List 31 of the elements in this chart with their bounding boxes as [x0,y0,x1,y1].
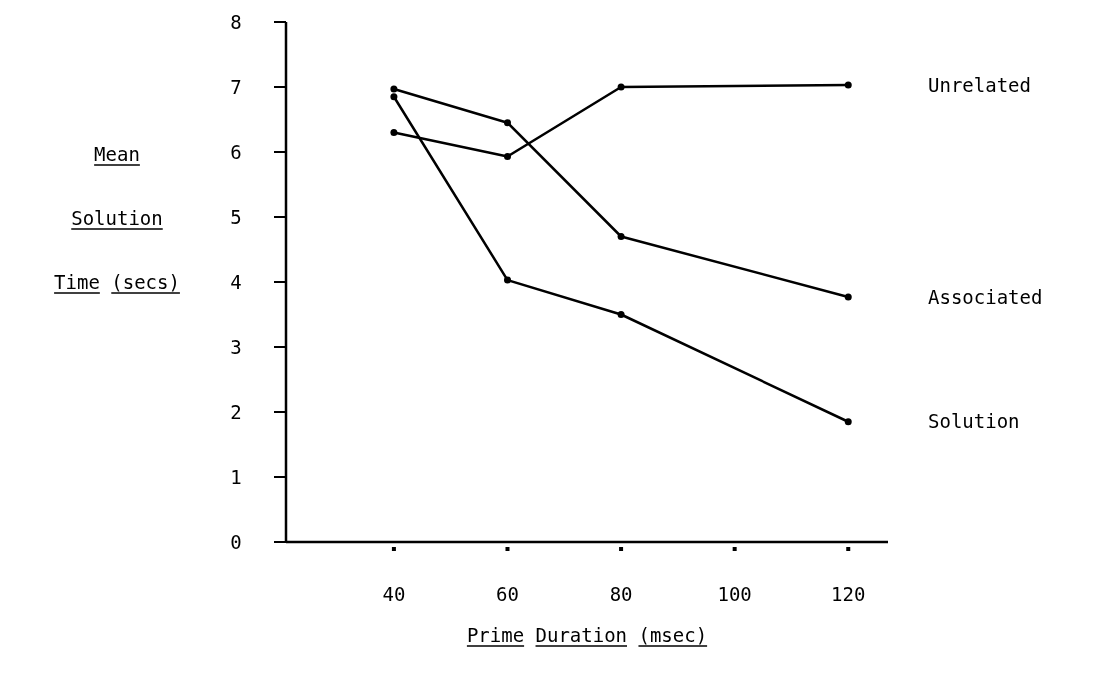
text: Associated [928,285,1043,308]
y-tick-label: 3 [230,335,242,358]
point [390,129,398,136]
y-tick-label: 5 [230,205,242,228]
x-axis-title: Prime Duration (msec) [466,624,708,646]
point [844,293,852,301]
y-tick-label: 2 [230,400,242,423]
point [617,83,625,91]
point [617,233,625,240]
y-tick-label: 0 [230,530,242,553]
y-tick-label: 8 [230,10,242,33]
y-tick-label: 4 [230,270,242,293]
x-tick-label: 120 [831,582,866,605]
point [390,93,398,101]
point [844,418,852,426]
point [503,119,511,127]
x-tick-label: 60 [496,582,519,605]
x-tick-label: 80 [609,582,633,605]
y-tick-label: 6 [230,140,242,163]
point [503,276,511,284]
point [503,153,511,161]
point [844,81,852,89]
text: Mean Solution Time (secs) [54,143,180,293]
x-tick-label: 40 [382,582,406,605]
point [390,85,398,93]
text: Unrelated [928,73,1031,96]
y-tick-label: 1 [230,465,242,488]
y-tick-label: 7 [230,75,242,98]
point [617,311,625,318]
x-tick-label: 100 [717,582,752,605]
text: Solution [928,410,1020,433]
